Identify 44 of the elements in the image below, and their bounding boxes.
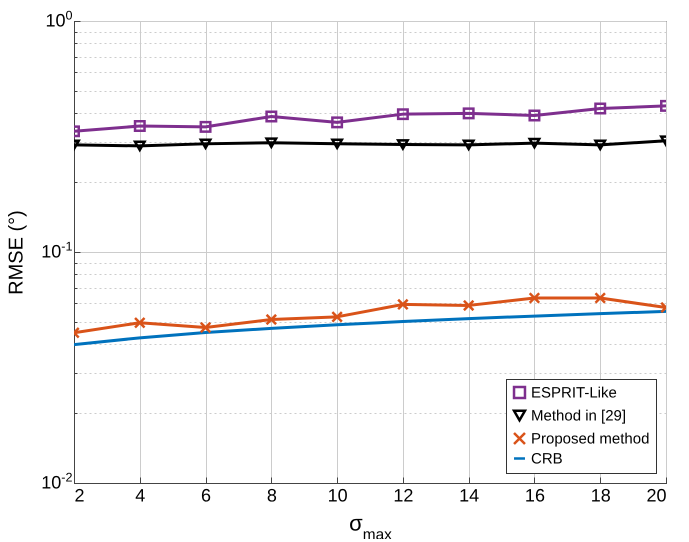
point	[134, 316, 146, 329]
point	[265, 110, 278, 122]
x-axis-title: σ$_{max}$	[349, 510, 392, 542]
point	[462, 107, 475, 120]
legend-label: Proposed method	[531, 430, 650, 448]
point	[396, 108, 409, 120]
point	[396, 139, 409, 150]
point	[594, 139, 606, 150]
point	[396, 298, 409, 310]
point	[134, 120, 146, 132]
x-tick-label: 6	[201, 486, 212, 506]
point	[528, 292, 540, 304]
point	[134, 140, 146, 152]
point	[528, 109, 540, 122]
x-tick-label: 18	[590, 486, 611, 506]
point	[331, 116, 344, 128]
line-series	[74, 310, 666, 346]
legend-label: CRB	[531, 450, 563, 468]
point	[528, 138, 540, 148]
point	[200, 120, 212, 133]
x-tick-label: 14	[459, 486, 480, 506]
point	[331, 138, 344, 150]
x-tick-label: 12	[393, 486, 414, 506]
legend-label: Method in [29]	[531, 408, 626, 424]
x-tick-label: 16	[524, 486, 545, 506]
y-tick-label: 10$^{-1}$	[41, 240, 72, 262]
x-tick-label: 8	[266, 486, 277, 506]
y-tick-label: 10$^{0}$	[45, 8, 72, 30]
point	[462, 299, 475, 312]
point	[462, 139, 475, 150]
point	[265, 314, 278, 326]
point	[594, 292, 606, 304]
legend-label: ESPRIT-Like	[531, 384, 617, 402]
y-axis-title: RMSE (°)	[5, 210, 28, 295]
x-tick-label: 20	[646, 486, 666, 506]
point	[200, 138, 212, 150]
x-tick-label: 10	[328, 486, 348, 506]
point	[331, 310, 344, 323]
x-tick-label: 2	[74, 486, 85, 506]
y-tick-label: 10$^{-2}$	[41, 470, 72, 492]
point	[265, 137, 278, 148]
point	[594, 102, 606, 114]
x-tick-label: 4	[135, 486, 146, 506]
point	[200, 322, 212, 334]
